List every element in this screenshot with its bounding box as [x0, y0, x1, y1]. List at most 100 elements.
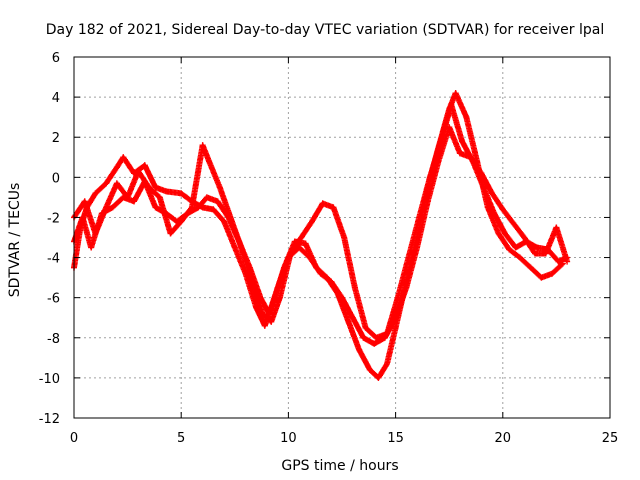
data-point [131, 198, 138, 205]
data-point [120, 154, 127, 161]
y-tick-label: -2 [47, 211, 60, 226]
data-point [88, 244, 95, 251]
data-point [510, 220, 517, 227]
data-point [109, 204, 116, 211]
data-point [394, 294, 401, 301]
data-point [210, 206, 217, 213]
data-point [302, 240, 309, 247]
data-point [499, 206, 506, 213]
data-point [238, 244, 245, 251]
data-point [362, 324, 369, 331]
data-point [349, 314, 356, 321]
data-point [135, 168, 142, 175]
y-tick-label: 0 [52, 171, 60, 186]
data-point [317, 270, 324, 277]
y-tick-label: 2 [52, 131, 60, 146]
x-tick-label: 5 [177, 431, 185, 446]
x-tick-label: 25 [602, 431, 619, 446]
data-point [512, 244, 519, 251]
x-axis-label: GPS time / hours [281, 458, 398, 474]
data-point [339, 294, 345, 301]
data-point [351, 284, 358, 291]
data-point [178, 218, 185, 225]
data-point [489, 190, 496, 197]
y-tick-label: 6 [52, 51, 60, 66]
y-tick-label: 4 [52, 91, 60, 106]
data-point [298, 234, 305, 241]
y-tick-label: -8 [47, 332, 60, 347]
x-tick-label: 15 [387, 431, 404, 446]
data-point [564, 254, 571, 261]
data-point [92, 190, 99, 197]
y-tick-label: -4 [47, 252, 60, 267]
data-point [92, 230, 99, 237]
x-tick-label: 20 [495, 431, 512, 446]
data-point [426, 174, 433, 181]
data-series [71, 124, 571, 347]
data-point [527, 264, 534, 271]
data-point [152, 204, 159, 211]
data-point [452, 90, 459, 97]
data-point [268, 318, 275, 325]
data-point [103, 204, 110, 211]
data-point [178, 190, 185, 197]
data-point [538, 274, 545, 281]
data-point [124, 194, 131, 201]
data-point [375, 374, 382, 381]
data-point [261, 322, 268, 329]
data-point [214, 198, 221, 205]
data-point [463, 114, 470, 121]
data-point [356, 346, 363, 353]
data-point [195, 204, 202, 211]
data-point [366, 366, 373, 373]
data-point [544, 246, 551, 253]
data-point [231, 244, 238, 251]
chart-title: Day 182 of 2021, Sidereal Day-to-day VTE… [46, 22, 604, 38]
data-point [167, 230, 174, 237]
data-point [216, 184, 223, 191]
data-point [416, 214, 423, 221]
data-point [206, 158, 213, 165]
data-point [531, 250, 538, 257]
data-point [448, 102, 455, 109]
data-point [345, 318, 352, 325]
data-point [306, 254, 313, 261]
data-point [480, 184, 487, 191]
data-point [501, 230, 508, 237]
data-point [403, 284, 410, 291]
tick-label-layer: 0 5 10 15 20 25 -12 -10 -8 -6 -4 -2 0 2 4 6 [39, 51, 619, 446]
data-point [308, 218, 315, 225]
data-point [287, 250, 294, 257]
data-point [553, 224, 560, 231]
data-layer [71, 90, 571, 381]
data-point [373, 334, 380, 341]
data-point [459, 138, 466, 145]
data-point [328, 278, 335, 285]
data-point [163, 188, 170, 195]
data-point [469, 158, 476, 165]
y-tick-label: -6 [47, 292, 60, 307]
plot-frame [73, 56, 611, 419]
data-point [248, 278, 255, 285]
data-point [405, 254, 412, 261]
data-point [534, 244, 541, 251]
data-point [414, 244, 421, 251]
tick-layer [73, 56, 611, 419]
data-point [227, 214, 234, 221]
x-tick-label: 0 [70, 431, 78, 446]
data-point [103, 180, 110, 187]
data-point [156, 194, 163, 201]
data-point [555, 258, 562, 265]
data-point [276, 294, 283, 301]
data-point [549, 270, 556, 277]
data-point [221, 218, 228, 225]
data-point [259, 310, 266, 317]
data-point [491, 210, 498, 217]
data-point [188, 204, 195, 211]
data-point [360, 334, 367, 341]
y-tick-label: -10 [39, 372, 60, 387]
data-point [81, 198, 88, 205]
data-point [330, 204, 337, 211]
data-point [384, 330, 391, 337]
data-point [516, 254, 523, 261]
